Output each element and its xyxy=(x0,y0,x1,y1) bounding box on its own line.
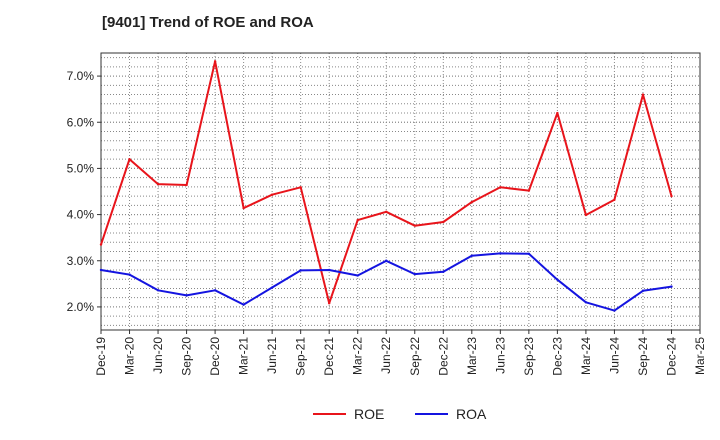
x-tick-label: Mar-25 xyxy=(693,337,707,375)
data-point-roa xyxy=(499,252,502,255)
data-point-roe xyxy=(128,157,131,161)
data-point-roa xyxy=(213,289,217,292)
data-point-roa xyxy=(185,294,188,297)
data-point-roa xyxy=(556,278,559,281)
y-tick-label: 2.0% xyxy=(67,300,95,314)
data-point-roe xyxy=(641,93,645,96)
legend-label-roe: ROE xyxy=(354,406,384,422)
x-tick-label: Jun-21 xyxy=(265,337,279,374)
x-tick-label: Mar-23 xyxy=(465,337,479,375)
data-point-roa xyxy=(670,285,673,288)
x-tick-label: Dec-22 xyxy=(436,337,450,376)
x-tick-label: Jun-20 xyxy=(151,337,165,374)
x-tick-label: Dec-23 xyxy=(550,337,564,376)
y-tick-label: 4.0% xyxy=(67,208,95,222)
data-point-roa xyxy=(413,272,416,276)
y-axis: 2.0% 3.0% 4.0% 5.0% 6.0% 7.0% xyxy=(67,69,101,314)
data-point-roe xyxy=(385,210,388,214)
data-point-roa xyxy=(584,301,588,304)
chart-title: [9401] Trend of ROE and ROA xyxy=(102,14,314,31)
y-tick-label: 7.0% xyxy=(67,69,95,83)
data-point-roe xyxy=(613,198,616,202)
x-tick-label: Mar-24 xyxy=(579,337,593,375)
x-tick-label: Dec-21 xyxy=(322,337,336,376)
legend: ROE ROA xyxy=(313,406,487,422)
x-tick-label: Sep-22 xyxy=(408,337,422,376)
data-point-roa xyxy=(99,268,103,272)
data-point-roa xyxy=(613,309,616,312)
data-point-roe xyxy=(527,189,531,192)
legend-label-roa: ROA xyxy=(456,406,487,422)
x-tick-label: Jun-22 xyxy=(379,337,393,374)
y-tick-label: 6.0% xyxy=(67,115,95,129)
data-point-roa xyxy=(128,273,131,276)
data-point-roa xyxy=(327,268,331,272)
series-lines xyxy=(99,60,673,312)
x-tick-label: Dec-20 xyxy=(208,337,222,376)
data-point-roa xyxy=(299,269,302,272)
data-point-roe xyxy=(327,302,331,305)
data-point-roe xyxy=(556,111,559,115)
x-tick-label: Sep-20 xyxy=(180,337,194,376)
data-point-roa xyxy=(641,289,645,292)
data-point-roe xyxy=(270,193,274,196)
x-tick-label: Sep-23 xyxy=(522,337,536,376)
data-point-roe xyxy=(156,182,160,186)
data-point-roe xyxy=(299,186,302,189)
data-point-roa xyxy=(242,303,245,306)
data-point-roa xyxy=(270,286,274,289)
data-point-roe xyxy=(413,224,416,227)
y-tick-label: 3.0% xyxy=(67,254,95,268)
data-point-roe xyxy=(99,243,103,246)
data-point-roe xyxy=(213,60,217,63)
x-tick-label: Mar-20 xyxy=(123,337,137,375)
data-point-roa xyxy=(385,259,388,262)
x-tick-label: Jun-23 xyxy=(493,337,507,374)
data-point-roa xyxy=(356,274,359,277)
data-point-roe xyxy=(584,213,588,217)
data-point-roe xyxy=(670,194,673,198)
x-axis: Dec-19 Mar-20 Jun-20 Sep-20 Dec-20 Mar-21 Jun-… xyxy=(94,330,707,376)
x-tick-label: Mar-22 xyxy=(351,337,365,375)
data-point-roe xyxy=(185,183,188,187)
gridlines xyxy=(101,53,700,330)
data-point-roa xyxy=(442,270,445,274)
data-point-roe xyxy=(442,220,445,224)
data-point-roe xyxy=(470,200,474,204)
data-point-roe xyxy=(242,206,245,210)
data-point-roa xyxy=(527,252,531,256)
y-tick-label: 5.0% xyxy=(67,161,95,175)
x-tick-label: Sep-24 xyxy=(636,337,650,376)
data-point-roe xyxy=(356,218,359,222)
plot-frame xyxy=(100,52,701,331)
data-point-roe xyxy=(499,186,502,189)
x-tick-label: Dec-19 xyxy=(94,337,108,376)
data-point-roa xyxy=(156,289,160,292)
x-tick-label: Sep-21 xyxy=(294,337,308,376)
x-tick-label: Dec-24 xyxy=(664,337,678,376)
x-tick-label: Jun-24 xyxy=(607,337,621,374)
x-tick-label: Mar-21 xyxy=(237,337,251,375)
data-point-roa xyxy=(470,254,474,257)
